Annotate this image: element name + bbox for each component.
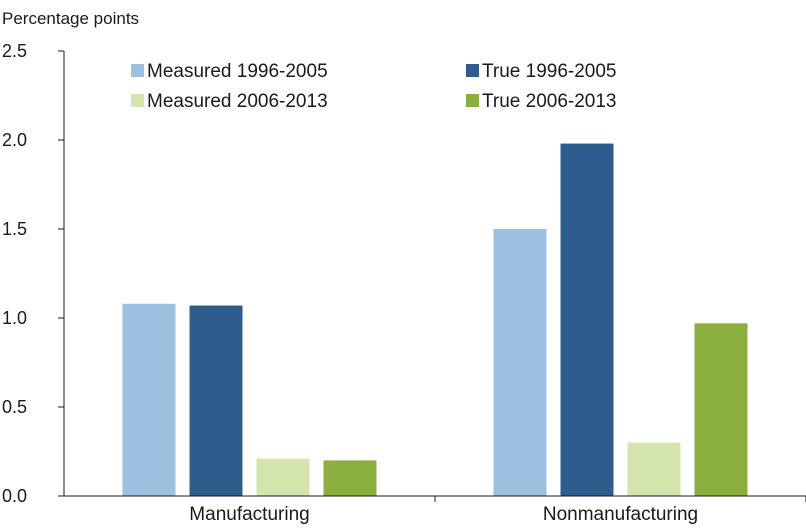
x-axis-ticks: Manufacturing Nonmanufacturing	[189, 496, 806, 525]
bar	[122, 303, 176, 496]
x-category-label: Nonmanufacturing	[543, 504, 698, 525]
bar	[493, 229, 547, 496]
bar	[560, 143, 614, 496]
bar	[694, 323, 748, 496]
bars	[122, 143, 748, 496]
legend-label: True 2006-2013	[482, 91, 617, 112]
legend-swatch	[466, 94, 479, 107]
y-axis-ticks: 0.0 0.5 1.0 1.5 2.0 2.5	[2, 41, 64, 506]
legend-label: True 1996-2005	[482, 61, 617, 82]
y-tick-label: 0.5	[2, 397, 27, 417]
y-tick-label: 1.0	[2, 308, 27, 328]
y-tick-label: 2.5	[2, 41, 27, 61]
bar	[189, 305, 243, 496]
legend-label: Measured 1996-2005	[147, 61, 328, 82]
y-tick-label: 1.5	[2, 219, 27, 239]
legend-swatch	[466, 64, 479, 77]
bar	[256, 458, 310, 496]
x-category-label: Manufacturing	[189, 504, 309, 525]
y-axis-label: Percentage points	[2, 9, 139, 28]
y-tick-label: 2.0	[2, 130, 27, 150]
y-tick-label: 0.0	[2, 486, 27, 506]
legend-swatch	[131, 64, 144, 77]
bar	[627, 442, 681, 496]
bar	[323, 460, 377, 496]
legend-swatch	[131, 94, 144, 107]
legend-label: Measured 2006-2013	[147, 91, 328, 112]
legend: Measured 1996-2005 True 1996-2005 Measured…	[131, 61, 617, 112]
